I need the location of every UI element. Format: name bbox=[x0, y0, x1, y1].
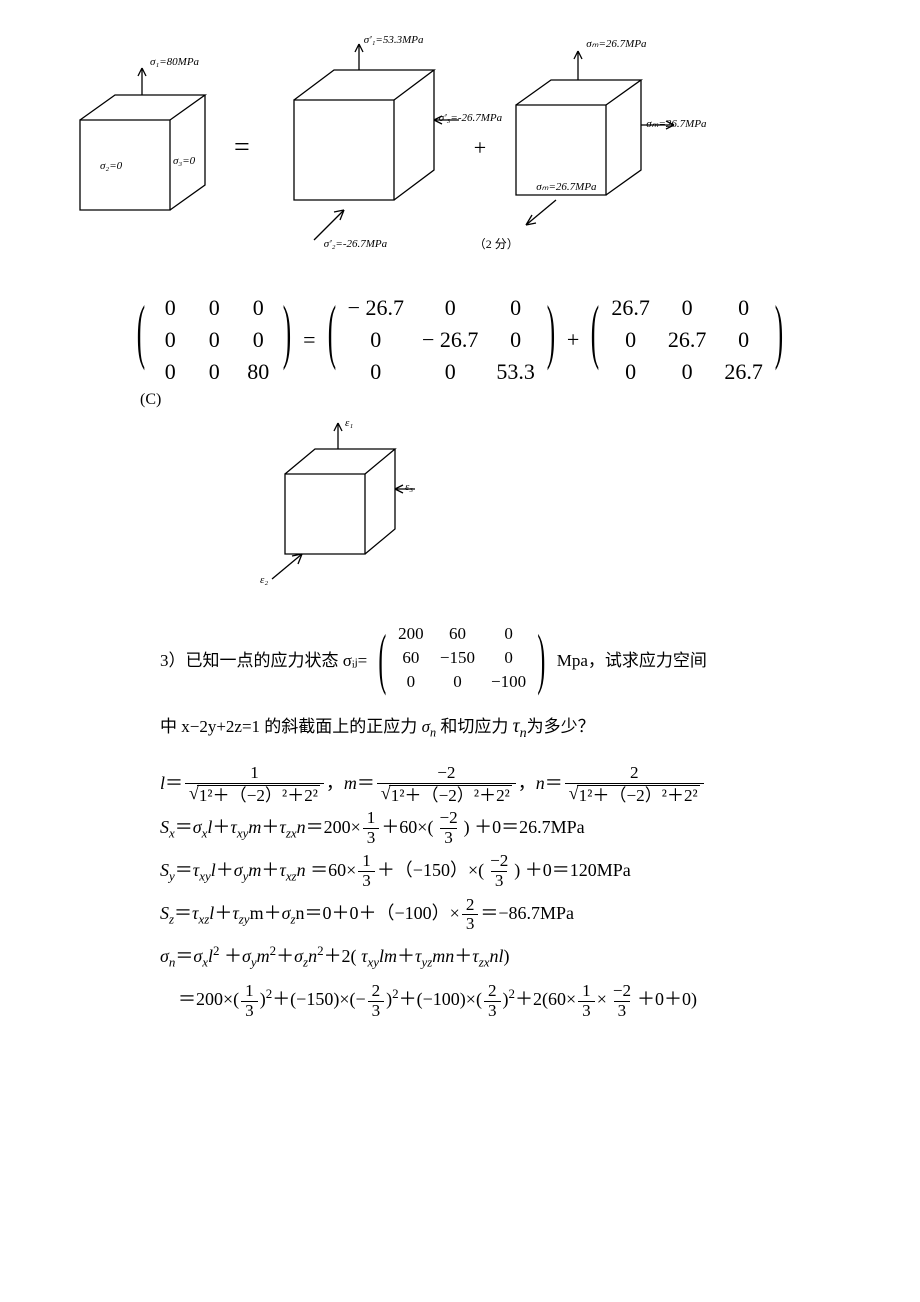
eqn-lmn: l＝11²＋（−2）²＋2²，m＝−21²＋（−2）²＋2²，n＝21²＋（−2… bbox=[160, 762, 860, 806]
plus-sign-2: + bbox=[567, 327, 579, 353]
c1-right-label: σ₃=0 bbox=[173, 155, 195, 167]
cube-3: σₘ=26.7MPa σₘ=26.7MPa σₘ=26.7MPa bbox=[496, 45, 696, 250]
sc-right: ε₃ bbox=[405, 481, 413, 493]
cube-decomposition-row: σ₁=80MPa σ₂=0 σ₃=0 = σ'₁=53.3MPa σ'₃=-26… bbox=[60, 40, 860, 255]
matrix-equation: ( 000 000 0080 ) = ( − 26.700 0− 26.70 0… bbox=[60, 295, 860, 385]
eqn-sigma-n-2: ＝200×(13)2＋(−150)×(−23)2＋(−100)×(23)2＋2(… bbox=[160, 978, 860, 1021]
matrix-2: ( − 26.700 0− 26.70 0053.3 ) bbox=[320, 295, 563, 385]
cube-2-svg bbox=[264, 40, 464, 250]
eq-sign-2: = bbox=[303, 327, 315, 353]
cube-3-svg bbox=[496, 45, 696, 245]
eqn-sx: Sx＝σxl＋τxym＋τzxn＝200×13＋60×(−23) ＋0＝26.7… bbox=[160, 806, 860, 849]
cube-1-svg bbox=[60, 60, 220, 230]
matrix-1: ( 000 000 0080 ) bbox=[129, 295, 299, 385]
cube-2: σ'₁=53.3MPa σ'₃=-26.7MPa σ'₂=-26.7MPa （2… bbox=[264, 40, 464, 255]
c3-front-label: σₘ=26.7MPa bbox=[536, 180, 596, 193]
question-3-line2: 中 x−2y+2z=1 的斜截面上的正应力 σn 和切应力 τn为多少？ bbox=[160, 712, 860, 742]
c2-front-label: σ'₂=-26.7MPa bbox=[324, 238, 387, 250]
strain-cube: ε₁ ε₃ ε₂ bbox=[260, 419, 420, 594]
c3-top-label: σₘ=26.7MPa bbox=[586, 37, 646, 50]
c2-top-label: σ'₁=53.3MPa bbox=[364, 34, 424, 46]
equations-block: l＝11²＋（−2）²＋2²，m＝−21²＋（−2）²＋2²，n＝21²＋（−2… bbox=[160, 762, 860, 1022]
plus-sign: + bbox=[472, 135, 488, 161]
c2-right-label: σ'₃=-26.7MPa bbox=[439, 112, 502, 124]
eqn-sy: Sy＝τxyl＋σym＋τxzn ＝60×13＋（−150）×(−23) ＋0＝… bbox=[160, 849, 860, 892]
section-c-label: (C) bbox=[140, 391, 860, 409]
equals-sign: = bbox=[228, 132, 256, 164]
sc-top: ε₁ bbox=[345, 417, 353, 429]
q3-suffix: Mpa，试求应力空间 bbox=[557, 646, 707, 671]
question-3-line1: 3）已知一点的应力状态 σᵢⱼ= ( 200600 60−1500 00−100… bbox=[160, 624, 860, 692]
c1-top-label: σ₁=80MPa bbox=[150, 56, 199, 68]
matrix-3: ( 26.700 026.70 0026.7 ) bbox=[583, 295, 790, 385]
q3-matrix: ( 200600 60−1500 00−100 ) bbox=[371, 624, 553, 692]
eqn-sz: Sz＝τxzl＋τzym＋σzn＝0＋0＋（−100）×23＝−86.7MPa bbox=[160, 892, 860, 935]
strain-cube-svg bbox=[260, 419, 420, 589]
c1-left-label: σ₂=0 bbox=[100, 160, 122, 172]
cube-1: σ₁=80MPa σ₂=0 σ₃=0 bbox=[60, 60, 220, 235]
sc-front: ε₂ bbox=[260, 574, 268, 586]
eqn-sigma-n: σn＝σxl2 ＋σym2＋σzn2＋2( τxylm＋τyzmn＋τzxnl) bbox=[160, 935, 860, 978]
q3-prefix: 3）已知一点的应力状态 σᵢⱼ= bbox=[160, 646, 367, 671]
c3-right-label: σₘ=26.7MPa bbox=[646, 117, 706, 130]
